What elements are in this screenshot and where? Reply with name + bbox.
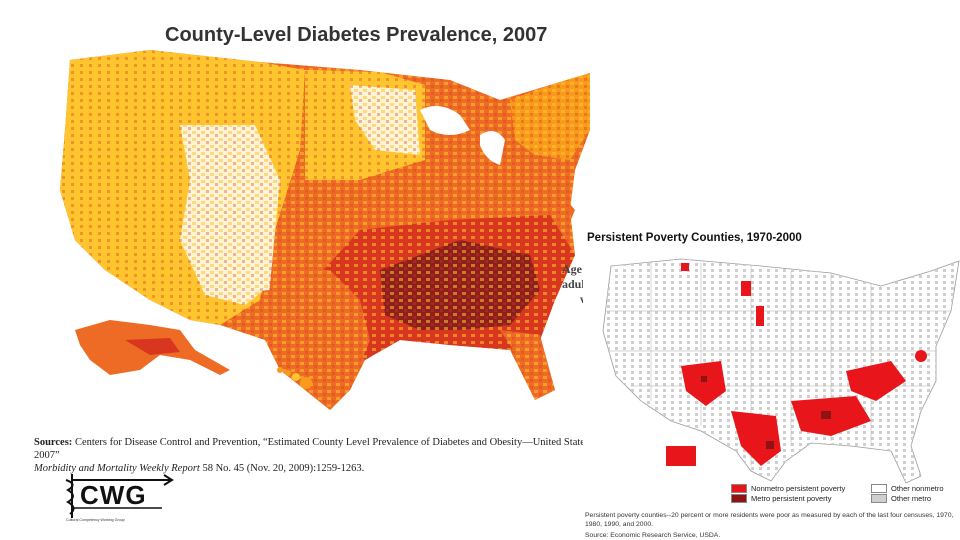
sources-citation: Sources: Centers for Disease Control and… — [34, 436, 594, 475]
logo-text: CWG — [80, 480, 147, 510]
cwg-logo: CWG Cultural Competency Working Group — [62, 466, 177, 528]
logo-subtext: Cultural Competency Working Group — [66, 518, 125, 522]
legend-swatch — [731, 494, 747, 503]
diabetes-prevalence-map — [60, 50, 590, 410]
sources-journal: Morbidity and Mortality Weekly Report — [34, 463, 200, 474]
cwg-logo-graphic — [65, 474, 174, 518]
legend-swatch — [871, 494, 887, 503]
nonmetro-poverty-areas — [666, 263, 927, 466]
poverty-inset-panel: Persistent Poverty Counties, 1970-2000 — [583, 216, 960, 540]
legend-swatch — [731, 484, 747, 493]
inset-state-lines — [606, 261, 951, 466]
great-lakes — [420, 106, 505, 165]
legend-swatch — [871, 484, 887, 493]
alaska-detail — [125, 338, 180, 355]
inset-footnote: Persistent poverty counties--20 percent … — [585, 512, 954, 539]
poverty-map — [602, 258, 960, 484]
sources-label: Sources: — [34, 437, 73, 448]
map-title: County-Level Diabetes Prevalence, 2007 — [165, 24, 548, 46]
sources-line2: 58 No. 45 (Nov. 20, 2009):1259-1263. — [202, 463, 365, 474]
legend-other-metro: Other metro — [871, 494, 931, 503]
legend-other-nonmetro: Other nonmetro — [871, 484, 944, 493]
legend-metro-poverty: Metro persistent poverty — [731, 494, 831, 503]
hawaii-islands — [277, 367, 312, 389]
legend-nonmetro-poverty: Nonmetro persistent poverty — [731, 484, 845, 493]
sources-line1: Centers for Disease Control and Preventi… — [34, 437, 592, 461]
inset-title: Persistent Poverty Counties, 1970-2000 — [587, 232, 802, 244]
inset-metro-texture — [603, 259, 959, 483]
metro-poverty-areas — [701, 376, 831, 449]
county-texture — [60, 50, 590, 410]
